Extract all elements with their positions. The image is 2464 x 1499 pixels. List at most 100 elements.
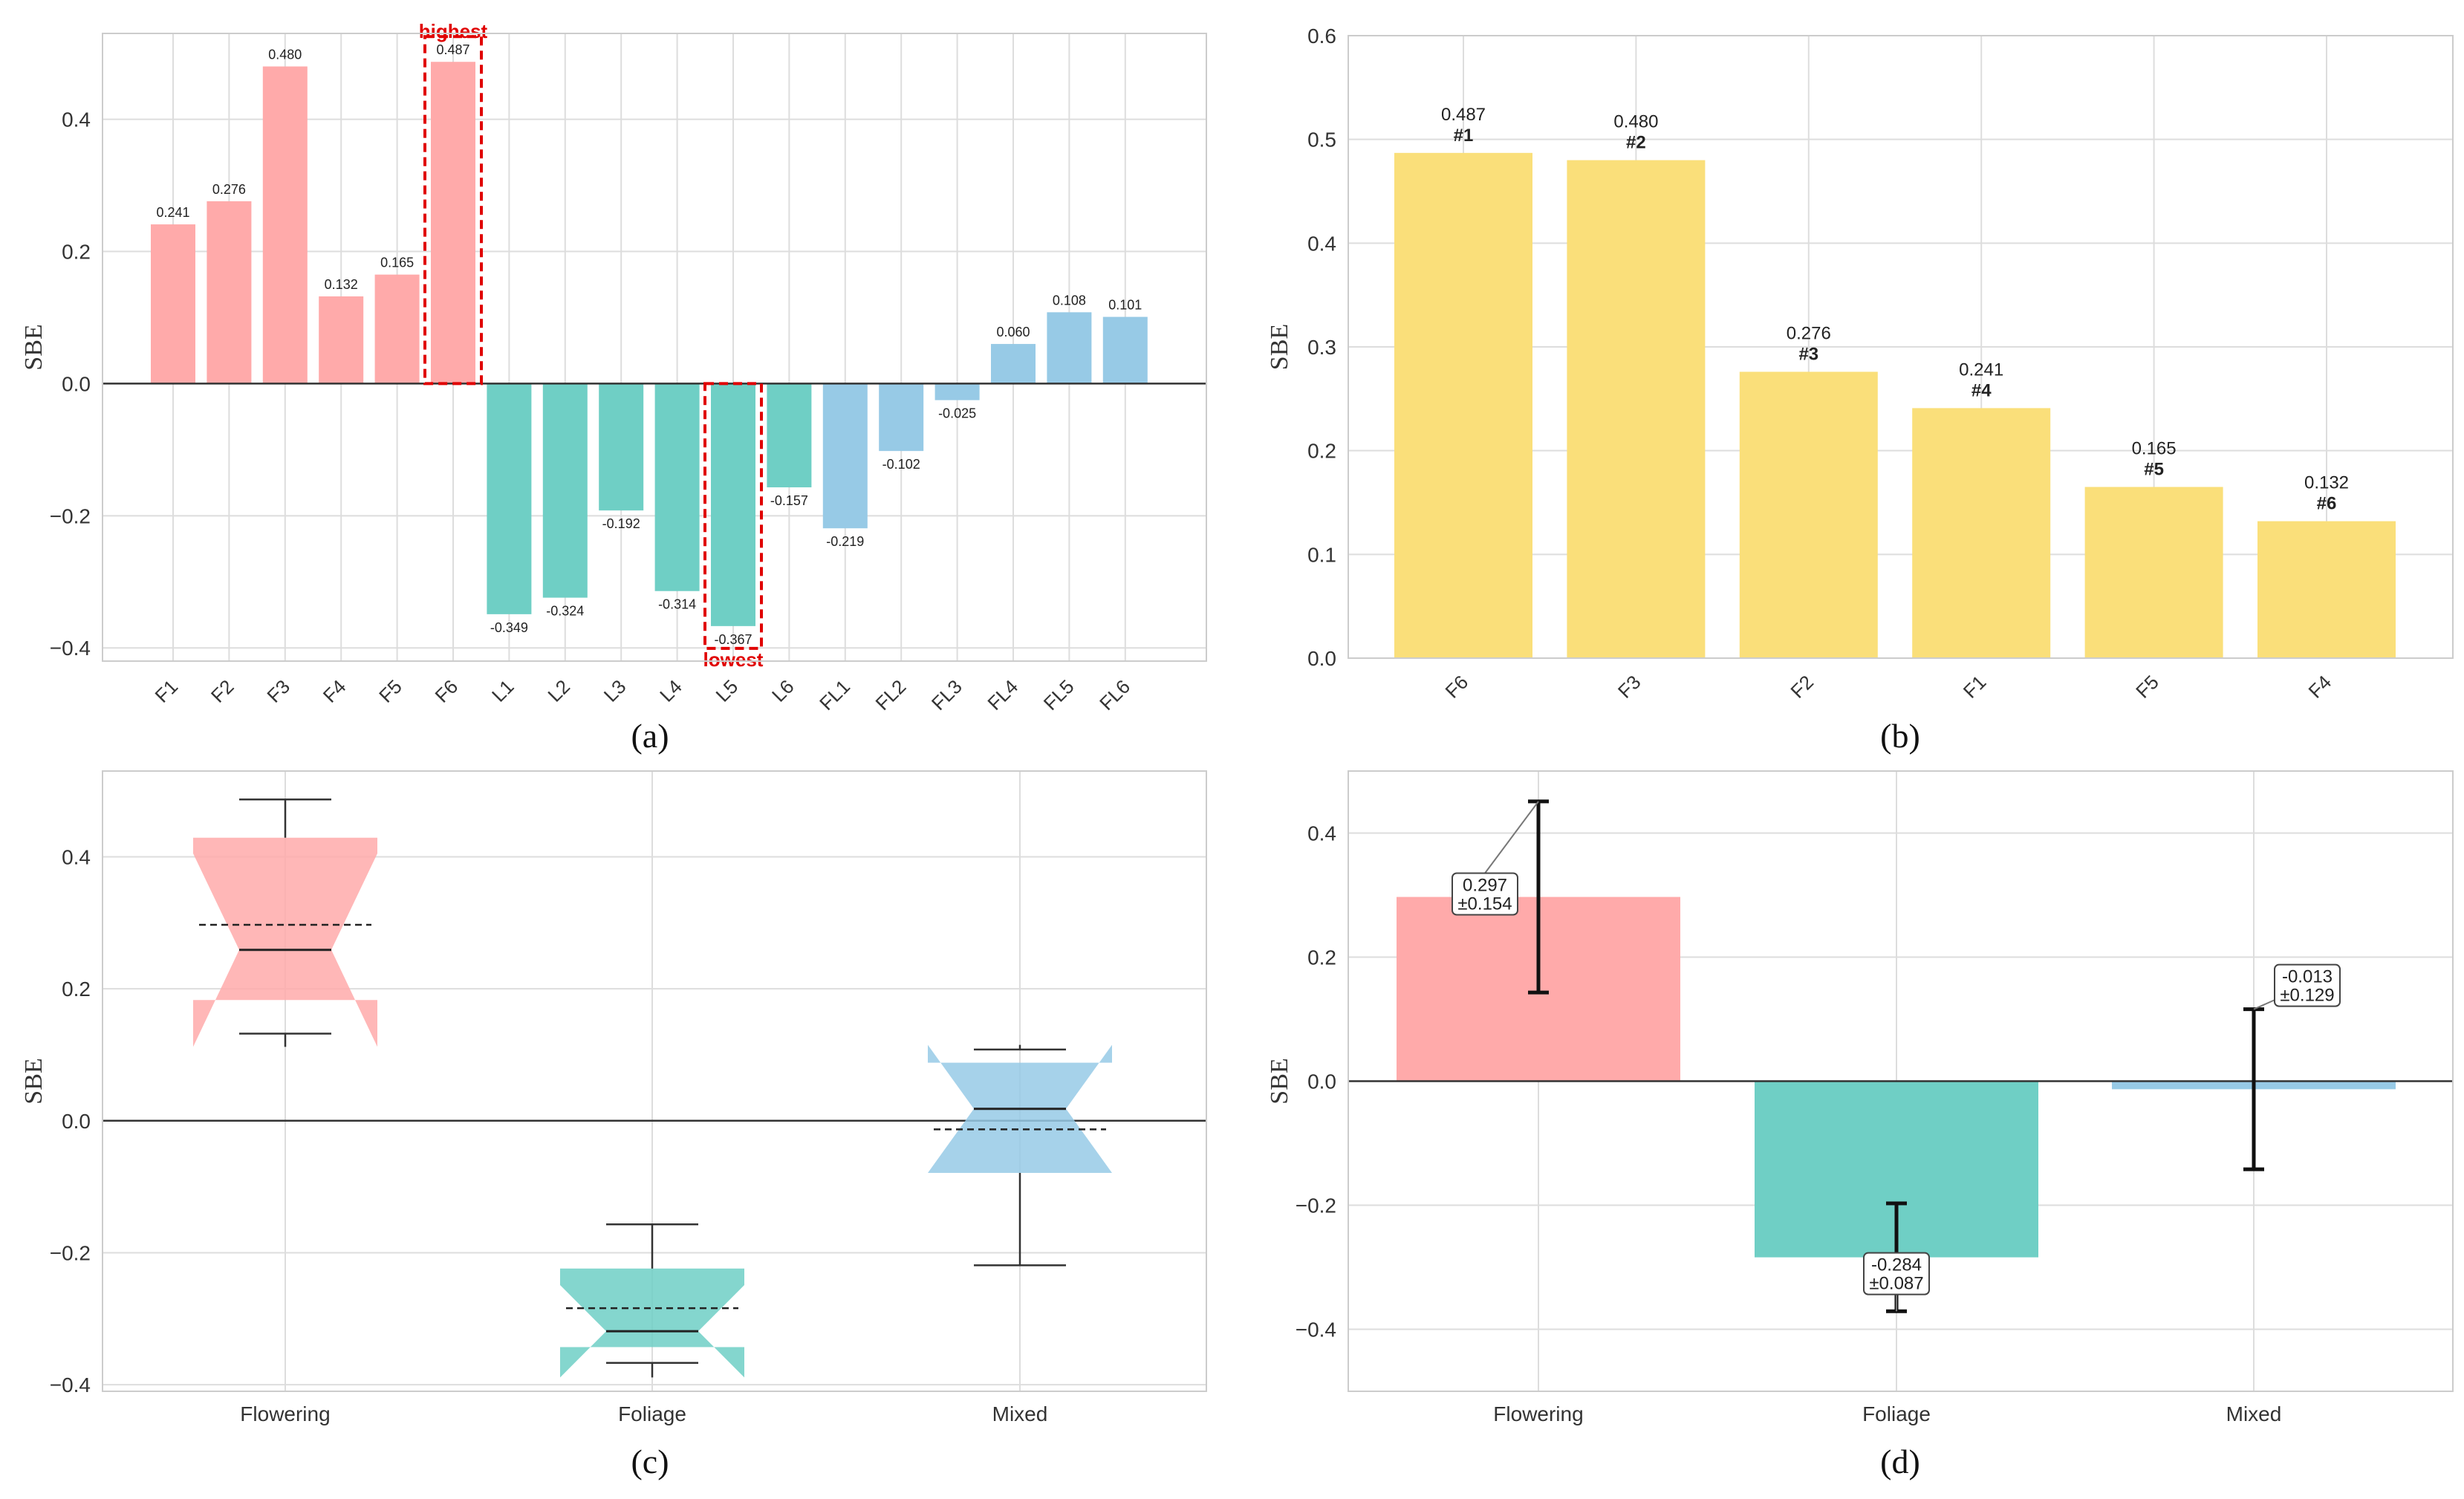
d-std-label: ±0.154 bbox=[1457, 894, 1512, 914]
c-y-tick-label: −0.4 bbox=[50, 1373, 91, 1396]
b-caption: (b) bbox=[1880, 717, 1920, 755]
c-caption: (c) bbox=[631, 1443, 669, 1480]
a-value-label: 0.165 bbox=[380, 256, 414, 270]
a-bar-L2 bbox=[542, 383, 588, 598]
a-x-tick-label: FL2 bbox=[871, 675, 911, 715]
a-x-tick-label: L1 bbox=[487, 675, 519, 706]
c-y-tick-label: 0.0 bbox=[62, 1110, 91, 1133]
b-frame bbox=[1348, 35, 2454, 659]
b-bar-F3 bbox=[1567, 160, 1706, 659]
a-bar-F2 bbox=[207, 201, 252, 384]
a-x-tick-label: F6 bbox=[431, 675, 463, 707]
a-highlight-max-label: highest bbox=[419, 20, 488, 42]
b-y-tick-label: 0.2 bbox=[1307, 440, 1336, 463]
a-x-tick-label: L6 bbox=[767, 675, 799, 706]
a-value-label: 0.060 bbox=[996, 325, 1030, 339]
a-x-tick-label: F4 bbox=[319, 675, 351, 707]
b-y-tick-label: 0.5 bbox=[1307, 129, 1336, 152]
a-bar-FL5 bbox=[1047, 312, 1092, 384]
a-y-axis-label: SBE bbox=[20, 324, 48, 370]
c-box-Flowering bbox=[193, 837, 377, 1047]
a-value-label: 0.132 bbox=[325, 277, 358, 292]
d-y-tick-label: −0.4 bbox=[1296, 1318, 1336, 1342]
d-mean-label: -0.013 bbox=[2282, 967, 2333, 987]
a-y-tick-label: −0.4 bbox=[50, 637, 91, 660]
a-x-tick-label: L4 bbox=[655, 675, 686, 706]
a-bar-FL6 bbox=[1102, 316, 1148, 384]
a-bar-FL1 bbox=[822, 383, 868, 529]
b-value-label: 0.487 bbox=[1441, 105, 1486, 125]
d-y-axis-label: SBE bbox=[1266, 1058, 1293, 1104]
b-x-tick-label: F2 bbox=[1786, 671, 1818, 703]
b-value-label: 0.276 bbox=[1787, 324, 1831, 344]
b-rank-label: #5 bbox=[2144, 460, 2164, 480]
a-value-label: 0.108 bbox=[1053, 293, 1086, 308]
c-x-tick-label: Flowering bbox=[240, 1402, 330, 1425]
c-y-tick-label: 0.2 bbox=[62, 978, 91, 1001]
panel-d-group-mean-std: −0.4 −0.2 0.0 0.2 0.4 SBE 0.297±0.154 Flowering… bbox=[1266, 770, 2454, 1480]
d-frame bbox=[1348, 770, 2454, 1392]
b-value-label: 0.480 bbox=[1613, 112, 1658, 132]
b-bar-F6 bbox=[1394, 152, 1532, 658]
a-x-tick-label: FL1 bbox=[815, 675, 854, 715]
a-value-label: -0.349 bbox=[490, 620, 528, 635]
a-x-tick-label: L5 bbox=[712, 675, 743, 706]
b-bar-F5 bbox=[2084, 487, 2223, 658]
a-value-label: -0.102 bbox=[882, 457, 920, 472]
b-y-tick-label: 0.0 bbox=[1307, 647, 1336, 670]
a-caption: (a) bbox=[631, 717, 669, 755]
b-value-label: 0.241 bbox=[1959, 360, 2003, 380]
b-y-tick-label: 0.6 bbox=[1307, 25, 1336, 48]
b-bar-F1 bbox=[1912, 408, 2051, 658]
a-bar-FL4 bbox=[991, 344, 1036, 384]
a-highlight-max-box bbox=[423, 35, 483, 386]
a-x-tick-label: L3 bbox=[599, 675, 631, 706]
a-value-label: 0.241 bbox=[156, 205, 189, 220]
a-value-label: -0.324 bbox=[546, 604, 584, 619]
b-rank-label: #6 bbox=[2317, 494, 2337, 514]
panel-b-flowering-ranking: 0.0 0.1 0.2 0.3 0.4 0.5 0.6 SBE 0.487#1 F6 0.480#2… bbox=[1266, 25, 2454, 755]
a-x-tick-label: FL4 bbox=[983, 675, 1022, 715]
a-value-label: 0.276 bbox=[212, 182, 246, 197]
c-x-tick-label: Mixed bbox=[992, 1402, 1048, 1425]
b-value-label: 0.165 bbox=[2132, 439, 2177, 459]
a-x-tick-label: F2 bbox=[207, 675, 238, 707]
b-y-axis-label: SBE bbox=[1266, 324, 1293, 370]
a-y-tick-label: 0.0 bbox=[62, 372, 91, 395]
d-y-tick-label: 0.2 bbox=[1307, 946, 1336, 969]
d-x-tick-label: Mixed bbox=[2226, 1402, 2282, 1425]
b-y-tick-label: 0.3 bbox=[1307, 336, 1336, 359]
b-y-tick-label: 0.4 bbox=[1307, 232, 1336, 255]
a-value-label: -0.157 bbox=[770, 493, 808, 508]
a-value-label: -0.314 bbox=[658, 597, 696, 612]
b-rank-label: #4 bbox=[1971, 380, 1992, 400]
panel-c-group-boxplot: −0.4 −0.2 0.0 0.2 0.4 SBE Flowering Foliage Mixe… bbox=[20, 770, 1207, 1480]
a-bar-FL2 bbox=[879, 383, 924, 452]
d-std-label: ±0.129 bbox=[2280, 986, 2334, 1006]
b-rank-label: #1 bbox=[1454, 126, 1474, 146]
c-box-Foliage bbox=[560, 1268, 744, 1378]
a-x-tick-label: F1 bbox=[151, 675, 183, 707]
a-bar-F6 bbox=[431, 62, 475, 384]
b-x-tick-label: F1 bbox=[1959, 671, 1991, 703]
a-bar-F4 bbox=[319, 296, 364, 384]
a-x-tick-label: FL5 bbox=[1039, 675, 1079, 715]
a-bar-L5 bbox=[711, 383, 755, 626]
a-bar-F3 bbox=[262, 66, 308, 384]
a-value-label: -0.025 bbox=[938, 406, 976, 421]
a-x-tick-label: F3 bbox=[262, 675, 294, 707]
d-x-tick-label: Flowering bbox=[1493, 1402, 1583, 1425]
c-y-axis-label: SBE bbox=[20, 1058, 48, 1104]
a-bar-F1 bbox=[151, 224, 195, 384]
a-bar-F5 bbox=[374, 274, 420, 384]
a-y-tick-label: −0.2 bbox=[50, 504, 91, 527]
a-y-tick-label: 0.4 bbox=[62, 108, 91, 131]
b-x-tick-label: F6 bbox=[1441, 671, 1473, 703]
a-value-label: 0.101 bbox=[1108, 298, 1142, 313]
c-x-tick-label: Foliage bbox=[618, 1402, 686, 1425]
b-rank-label: #2 bbox=[1626, 133, 1646, 153]
a-x-tick-label: L2 bbox=[543, 675, 574, 706]
c-y-tick-label: −0.2 bbox=[50, 1241, 91, 1264]
d-y-tick-label: 0.0 bbox=[1307, 1070, 1336, 1093]
